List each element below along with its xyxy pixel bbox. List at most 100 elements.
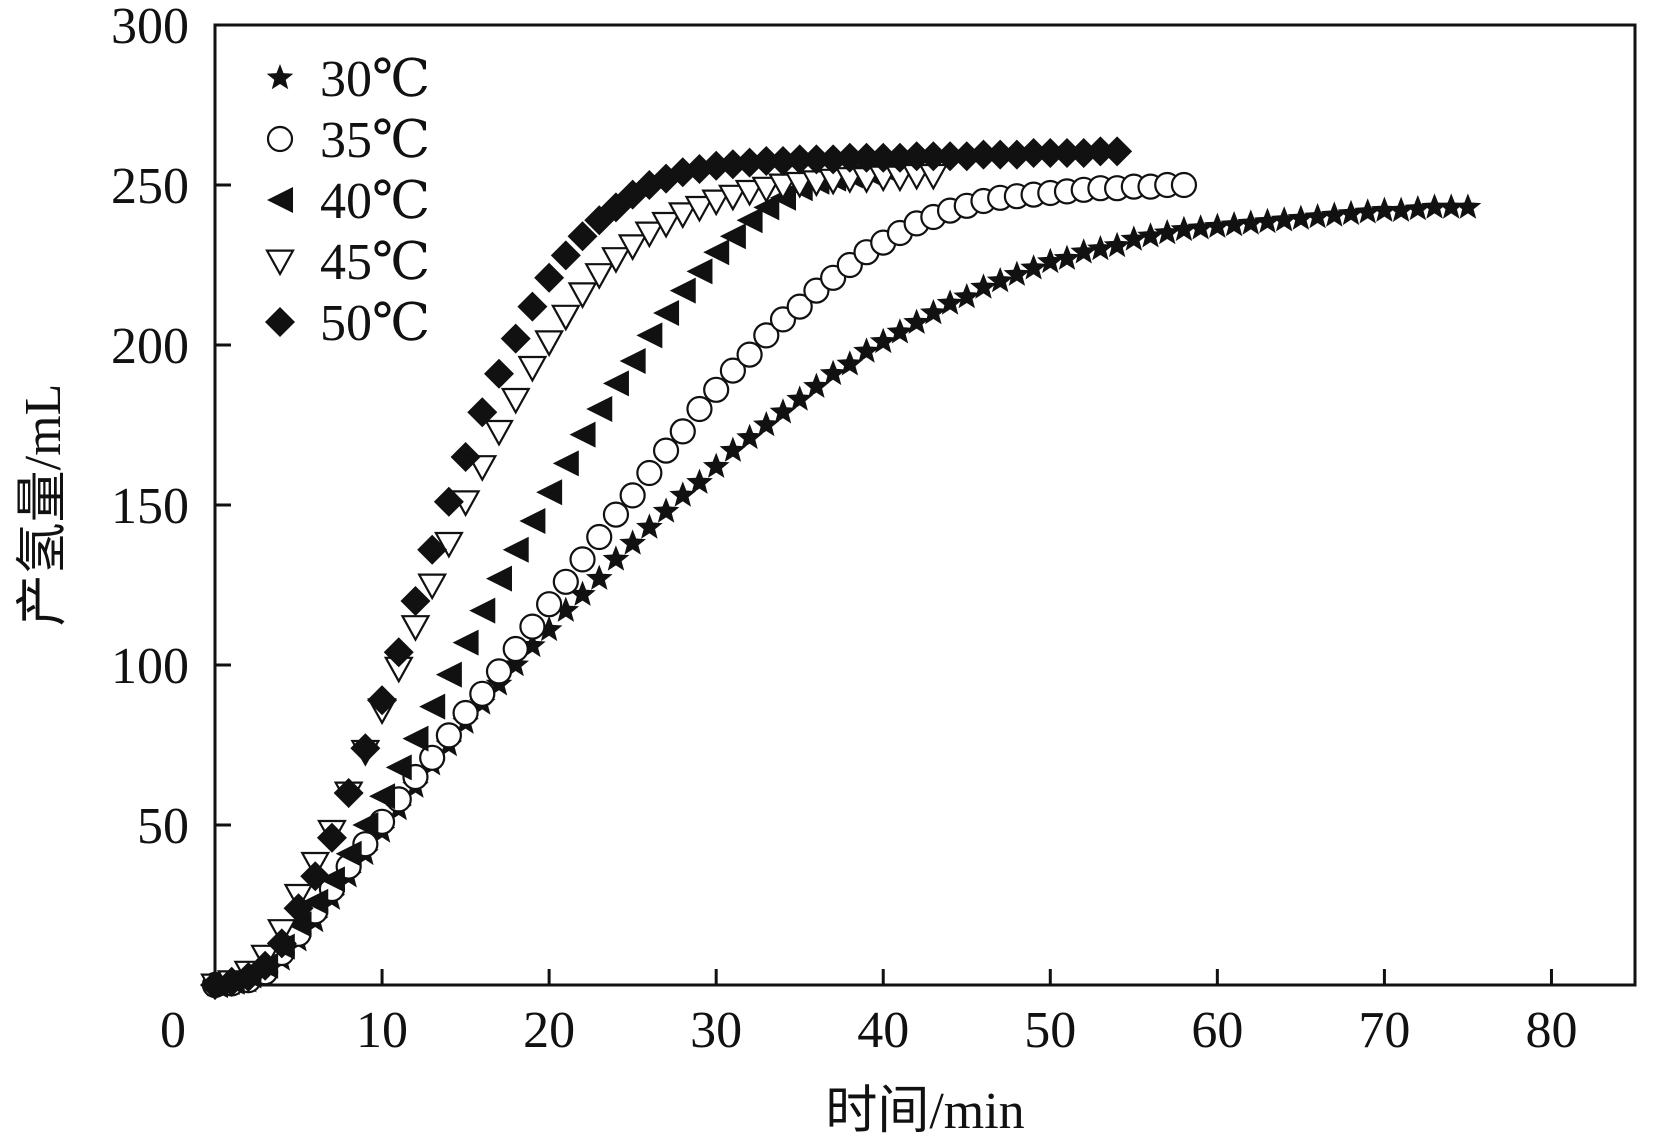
data-point	[651, 211, 681, 239]
series-5	[200, 136, 1133, 1000]
y-tick-label: 150	[111, 478, 189, 535]
data-point	[1001, 139, 1032, 170]
data-point	[886, 318, 914, 344]
data-point	[686, 258, 713, 285]
y-tick-label: 200	[111, 318, 189, 375]
data-point	[636, 459, 663, 487]
legend-item: 45℃	[265, 234, 430, 291]
data-point	[901, 141, 932, 172]
data-point	[717, 149, 748, 180]
data-point	[517, 355, 548, 383]
y-tick-label: 300	[111, 0, 189, 55]
data-point	[385, 754, 412, 781]
legend-item: 30℃	[266, 51, 430, 108]
data-point	[402, 725, 429, 752]
data-point	[684, 195, 715, 223]
data-point	[519, 613, 546, 640]
legend-item: 50℃	[265, 295, 430, 352]
data-point	[567, 282, 598, 310]
data-point	[383, 637, 414, 668]
x-tick-label: 60	[1191, 1002, 1243, 1059]
data-series-layer	[200, 136, 1482, 1001]
legend: 30℃35℃40℃45℃50℃	[265, 51, 430, 352]
data-point	[467, 397, 498, 428]
data-point	[619, 348, 646, 374]
data-point	[500, 387, 531, 415]
data-point	[536, 591, 563, 618]
data-point	[534, 262, 565, 293]
data-point	[951, 141, 982, 172]
data-point	[1421, 193, 1448, 219]
data-point	[1254, 207, 1281, 234]
data-point	[935, 141, 966, 172]
data-point	[669, 418, 696, 445]
data-point	[1003, 260, 1031, 286]
data-point	[686, 468, 713, 494]
data-point	[1220, 211, 1248, 237]
data-point	[1037, 247, 1064, 274]
data-point	[602, 545, 630, 571]
legend-label: 40℃	[320, 173, 430, 230]
data-point	[985, 139, 1016, 170]
data-point	[920, 299, 947, 325]
legend-label: 35℃	[320, 112, 430, 169]
data-point	[419, 693, 446, 720]
data-point	[602, 370, 629, 397]
data-point	[753, 194, 780, 221]
data-point	[636, 513, 663, 539]
data-point	[1085, 136, 1116, 167]
data-point	[986, 267, 1014, 293]
data-point	[552, 450, 579, 477]
data-point	[918, 141, 949, 172]
data-point	[1020, 254, 1047, 280]
data-point	[1454, 193, 1482, 219]
data-point	[1337, 199, 1365, 226]
y-tick-label: 50	[137, 798, 189, 855]
x-tick-label: 50	[1024, 1002, 1076, 1059]
data-point	[285, 911, 312, 938]
data-point	[669, 481, 697, 507]
data-point	[469, 597, 496, 624]
x-axis-title: 时间/min	[825, 1083, 1024, 1136]
data-point	[786, 293, 813, 320]
data-point	[586, 396, 613, 422]
data-point	[484, 358, 514, 389]
x-tick-label: 10	[356, 1002, 408, 1059]
legend-item: 40℃	[267, 173, 430, 230]
data-point	[602, 501, 630, 528]
data-point	[584, 263, 615, 290]
legend-marker	[266, 125, 294, 153]
data-point	[652, 437, 680, 464]
data-point	[335, 840, 362, 867]
legend-marker	[266, 64, 294, 90]
data-point	[868, 142, 899, 173]
data-point	[1170, 215, 1198, 242]
data-point	[502, 635, 529, 663]
data-point	[970, 273, 997, 299]
data-point	[400, 615, 431, 642]
legend-marker	[267, 187, 293, 213]
data-point	[535, 615, 563, 642]
data-point	[369, 783, 396, 810]
data-point	[718, 184, 748, 212]
data-point	[1035, 138, 1066, 168]
data-point	[1052, 138, 1082, 168]
data-point	[619, 529, 646, 555]
data-point	[519, 631, 546, 658]
data-point	[736, 423, 763, 450]
data-point	[283, 893, 314, 924]
data-point	[617, 234, 648, 262]
legend-label: 30℃	[320, 51, 430, 108]
data-point	[734, 147, 765, 178]
data-point	[519, 508, 546, 534]
data-point	[701, 189, 732, 217]
data-point	[818, 144, 849, 175]
data-point	[851, 142, 882, 173]
data-point	[1120, 225, 1148, 251]
y-tick-label: 250	[111, 158, 189, 215]
data-point	[1170, 171, 1198, 199]
x-tick-label: 0	[160, 1002, 186, 1059]
data-point	[302, 888, 329, 915]
data-point	[417, 534, 448, 565]
